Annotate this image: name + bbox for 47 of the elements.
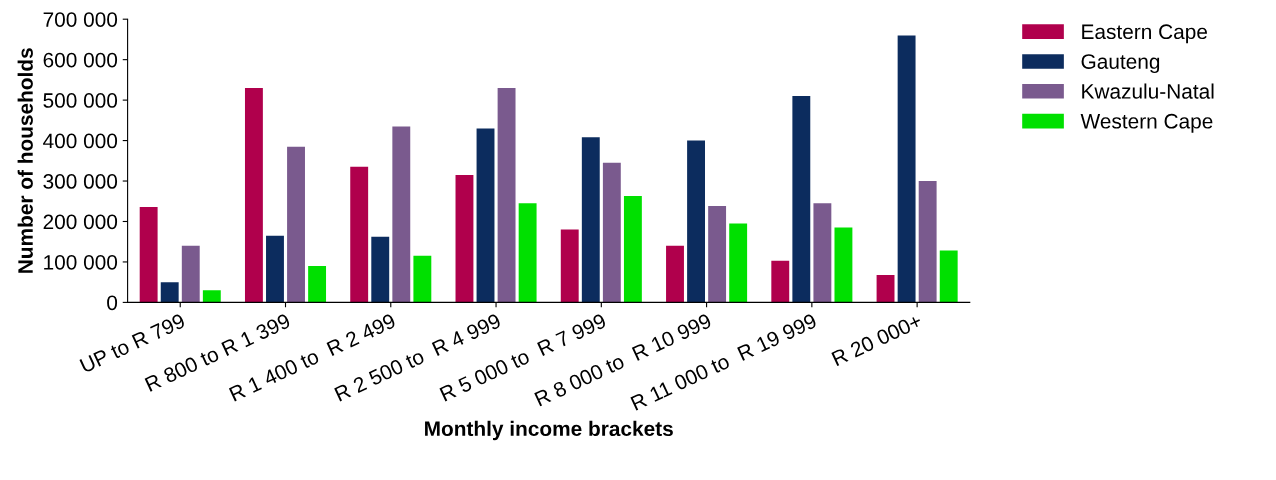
bar	[287, 146, 305, 303]
bar	[308, 265, 327, 303]
bar	[497, 87, 516, 303]
bar	[918, 181, 937, 303]
bar	[771, 260, 790, 303]
bar	[244, 87, 263, 303]
bar	[897, 35, 916, 303]
y-tick-label: 100 000	[44, 254, 118, 270]
bar	[266, 235, 284, 303]
bar	[581, 137, 600, 303]
y-tick-label: 300 000	[43, 174, 118, 189]
bar	[876, 274, 895, 303]
bar	[666, 245, 684, 303]
legend-label: Western Cape	[1080, 113, 1213, 133]
bar	[792, 96, 811, 303]
legend-label: Eastern Cape	[1082, 24, 1207, 44]
x-tick-label: R 20 000+	[831, 313, 923, 367]
bar	[160, 282, 179, 303]
bar	[181, 245, 200, 303]
y-tick-label: 600 000	[43, 52, 118, 68]
bar	[139, 206, 158, 303]
bar	[371, 236, 390, 303]
bar	[729, 223, 748, 303]
bar	[202, 290, 221, 303]
bar	[413, 255, 432, 303]
bar	[518, 203, 537, 303]
y-tick-label: 200 000	[43, 214, 118, 230]
legend-label: Kwazulu-Natal	[1082, 83, 1214, 99]
x-axis-title: Monthly income brackets	[425, 420, 673, 441]
bar	[476, 128, 495, 303]
bar	[392, 126, 411, 303]
y-tick-label: 400 000	[43, 133, 118, 149]
bar	[560, 229, 579, 303]
y-tick-label: 0	[107, 295, 118, 311]
bar	[687, 140, 706, 303]
y-tick-label: 500 000	[43, 93, 118, 108]
bar	[939, 250, 958, 303]
bar	[602, 162, 621, 303]
legend-label: Gauteng	[1081, 54, 1160, 74]
y-tick-label: 700 000	[43, 12, 118, 27]
y-axis-title: Number of households	[17, 48, 33, 273]
bar	[813, 203, 832, 303]
bar	[350, 166, 369, 303]
bar	[708, 206, 727, 303]
bar	[834, 227, 853, 303]
bar	[623, 196, 642, 303]
bar	[455, 174, 474, 303]
